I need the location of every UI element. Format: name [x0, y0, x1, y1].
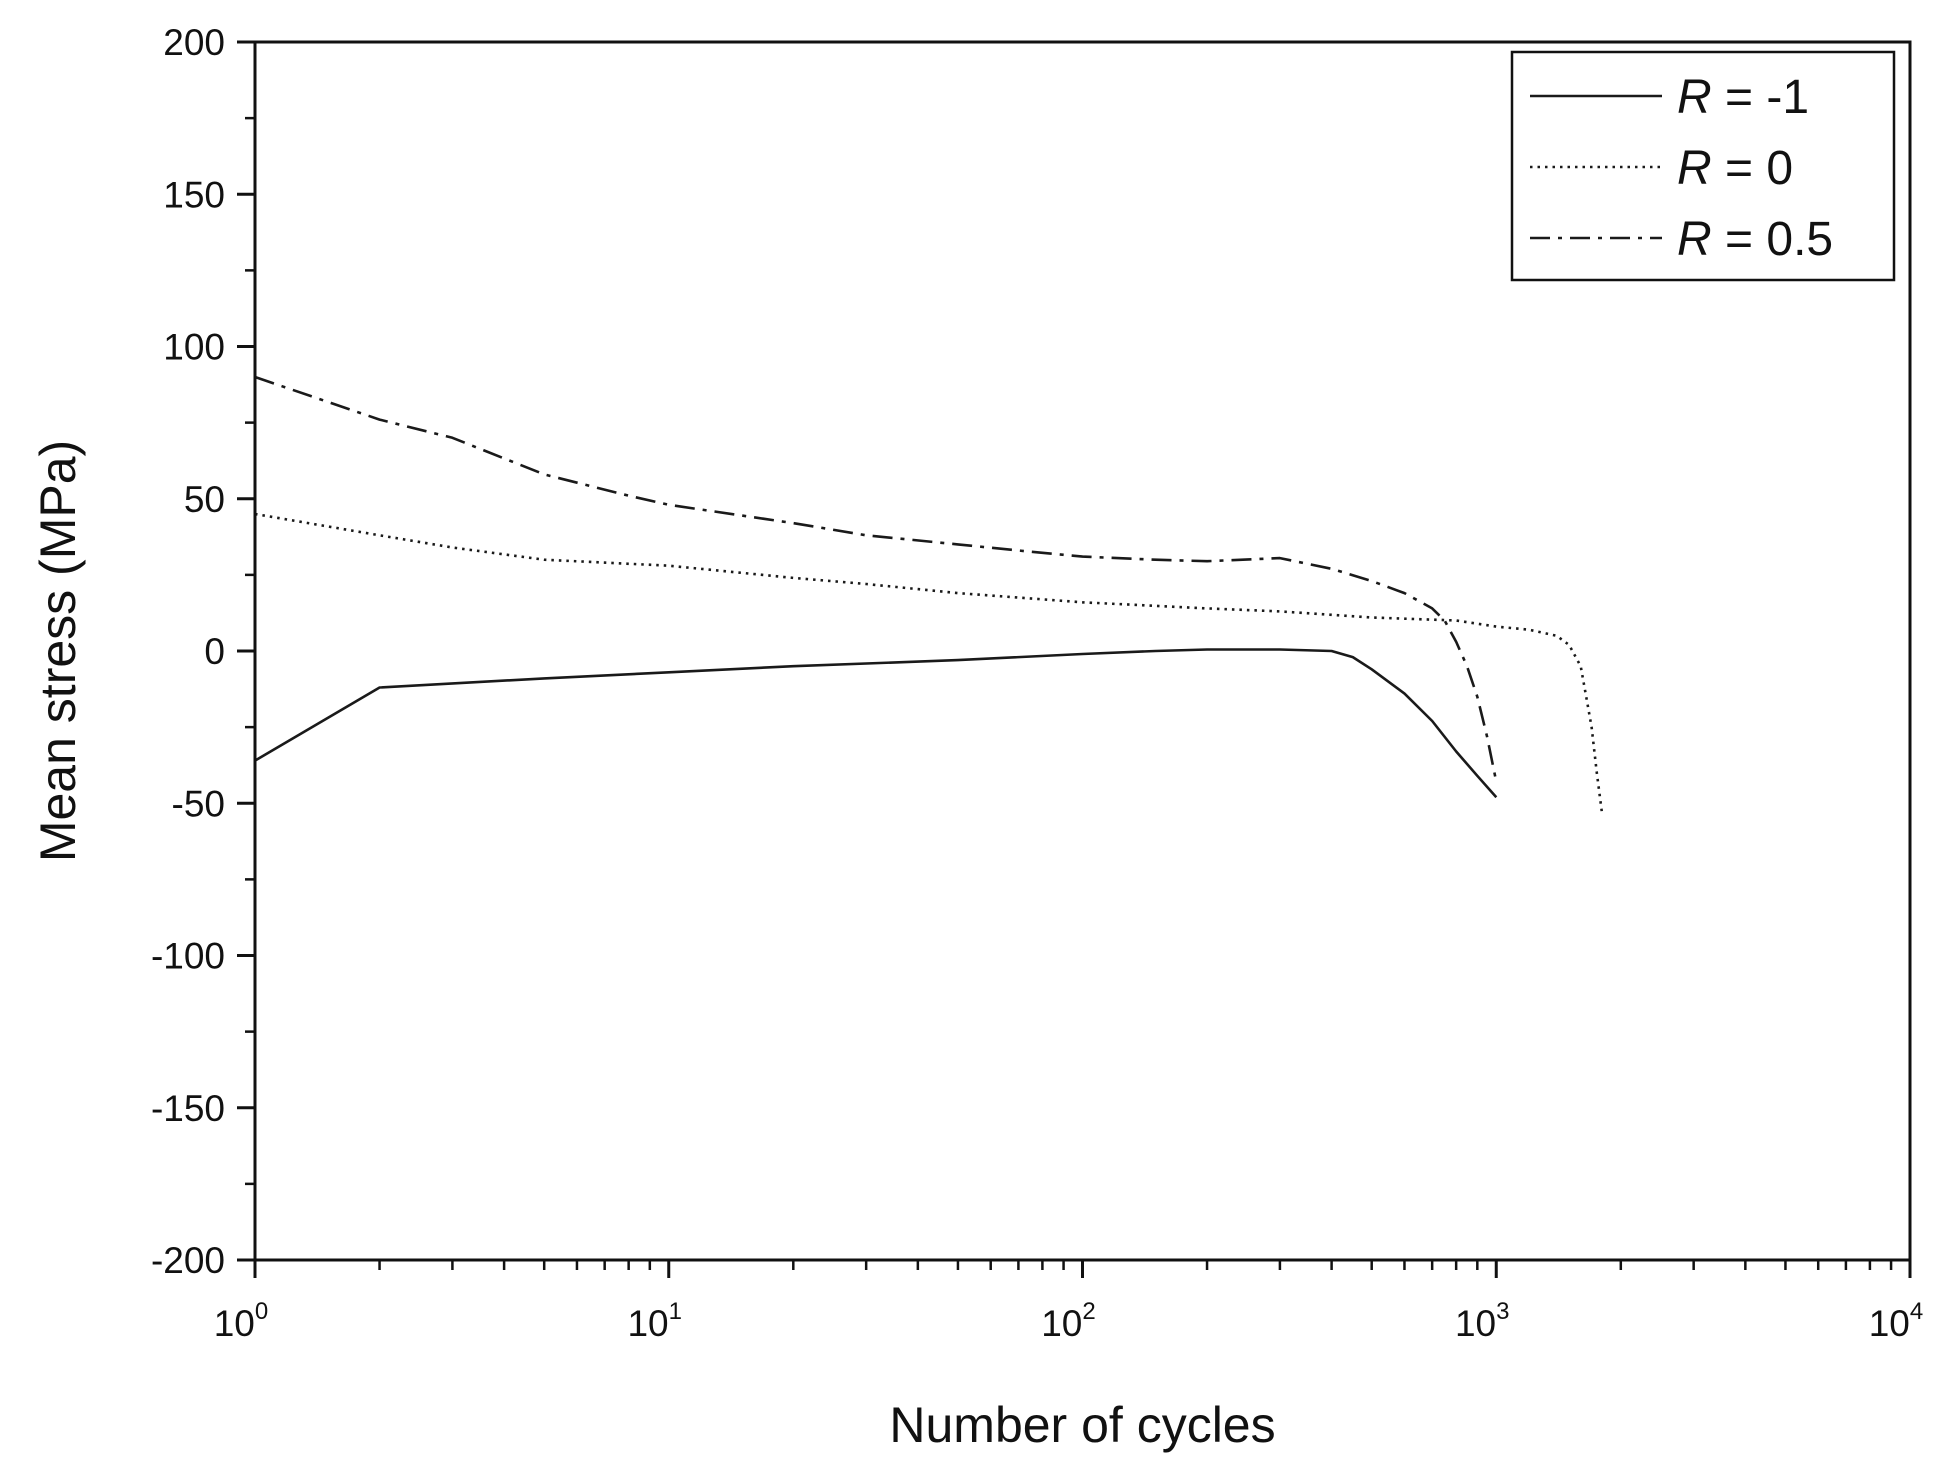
- series-line-0: [254, 648, 1498, 799]
- series-line-1: [254, 512, 1604, 813]
- x-tick-exponent: 1: [669, 1298, 682, 1325]
- legend-label-1: R = 0: [1677, 142, 1793, 195]
- x-tick-base: 10: [214, 1303, 255, 1344]
- x-tick-base: 10: [1041, 1303, 1082, 1344]
- y-tick-label: 0: [204, 631, 225, 672]
- y-tick-label: -200: [151, 1240, 225, 1281]
- legend-label-0: R = -1: [1677, 71, 1809, 124]
- y-tick-label: 150: [163, 174, 225, 215]
- x-tick-base: 10: [1869, 1303, 1910, 1344]
- legend-value: = 0: [1712, 142, 1793, 195]
- legend-value: = -1: [1712, 71, 1809, 124]
- y-tick-label: 100: [163, 327, 225, 368]
- legend-variable: R: [1677, 71, 1712, 124]
- x-tick-exponent: 4: [1910, 1298, 1923, 1325]
- series-line-2: [254, 375, 1498, 783]
- legend-value: = 0.5: [1712, 213, 1833, 266]
- x-tick-label: 100: [214, 1298, 269, 1344]
- y-tick-label: 200: [163, 22, 225, 63]
- x-tick-base: 10: [627, 1303, 668, 1344]
- x-tick-exponent: 3: [1496, 1298, 1509, 1325]
- x-tick-base: 10: [1455, 1303, 1496, 1344]
- x-tick-exponent: 2: [1082, 1298, 1095, 1325]
- legend-variable: R: [1677, 213, 1712, 266]
- y-tick-label: 50: [184, 479, 225, 520]
- x-tick-label: 102: [1041, 1298, 1096, 1344]
- x-axis-title: Number of cycles: [889, 1397, 1275, 1453]
- plot-lines: [254, 375, 1604, 813]
- x-tick-label: 101: [627, 1298, 682, 1344]
- legend-label-2: R = 0.5: [1677, 213, 1833, 266]
- y-tick-label: -150: [151, 1088, 225, 1129]
- x-axis-ticks: 100 101 102 103 104: [214, 1260, 1924, 1344]
- y-tick-label: -50: [172, 783, 225, 824]
- x-tick-label: 103: [1455, 1298, 1510, 1344]
- legend: R = -1R = 0R = 0.5: [1510, 50, 1896, 282]
- y-axis-ticks: 200 150 100 50 0 -50 -100 -150 -200: [151, 22, 255, 1281]
- x-tick-label: 104: [1869, 1298, 1924, 1344]
- y-axis-title: Mean stress (MPa): [30, 440, 86, 862]
- legend-variable: R: [1677, 142, 1712, 195]
- y-tick-label: -100: [151, 936, 225, 977]
- x-tick-exponent: 0: [255, 1298, 268, 1325]
